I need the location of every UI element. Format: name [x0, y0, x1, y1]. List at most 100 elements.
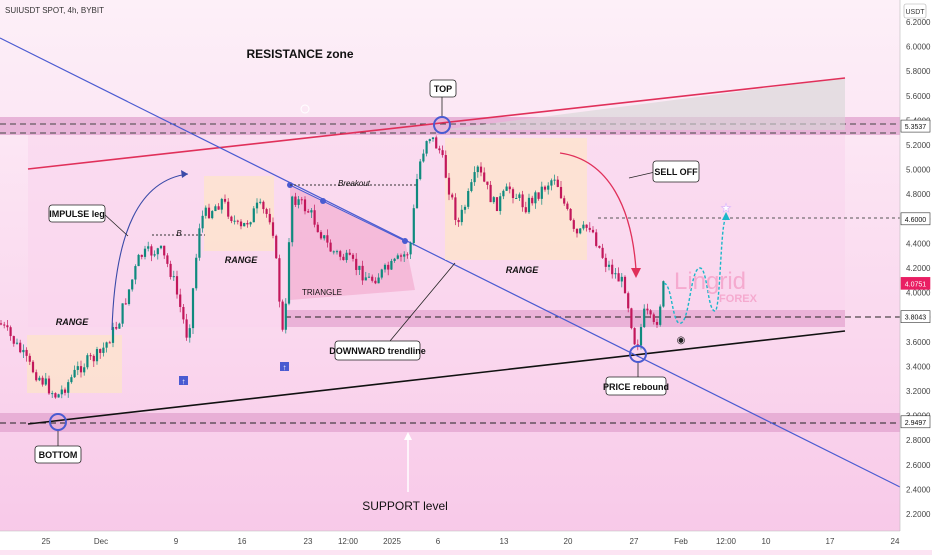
- y-tick-label: 2.4000: [906, 485, 931, 494]
- candle-body: [531, 197, 534, 204]
- candle-body: [188, 328, 191, 338]
- range-box-2: [204, 176, 274, 251]
- candle-body: [67, 382, 70, 393]
- candle-body: [659, 306, 662, 325]
- candle-body: [467, 191, 470, 207]
- candle-body: [307, 211, 310, 213]
- main-range-area: [28, 133, 845, 327]
- y-tick-label: 3.2000: [906, 387, 931, 396]
- candle-body: [182, 306, 185, 320]
- candle-body: [236, 220, 239, 222]
- candle-body: [329, 242, 332, 252]
- trendline-pointer: [389, 262, 456, 342]
- sell-off-callout-box: [652, 160, 700, 183]
- candle-body: [38, 377, 41, 381]
- price-tag: [900, 119, 931, 133]
- candle-body: [521, 194, 524, 208]
- price-axis[interactable]: [900, 0, 932, 550]
- candle-body: [198, 228, 201, 258]
- y-tick-label: 4.0000: [906, 289, 931, 298]
- candle-body: [582, 224, 585, 229]
- triangle-label: TRIANGLE: [302, 288, 342, 297]
- candle-body: [499, 196, 502, 212]
- candle-body: [342, 256, 345, 261]
- candle-body: [127, 289, 131, 304]
- price-tag: [900, 277, 931, 290]
- candle-body: [617, 273, 620, 282]
- candle-body: [89, 355, 92, 357]
- candle-body: [483, 172, 486, 182]
- candle-body: [108, 342, 111, 344]
- projection-arrowhead: [722, 212, 730, 220]
- candle-body: [540, 186, 543, 199]
- candle-body: [601, 247, 604, 258]
- candle-body: [335, 251, 339, 253]
- candle-body: [572, 220, 575, 229]
- candle-body: [249, 222, 252, 225]
- candle-body: [255, 202, 259, 209]
- downward-trendline: [0, 37, 901, 488]
- sell-off-arrow: [559, 152, 637, 271]
- candle-body: [387, 264, 390, 270]
- candle-body: [102, 347, 105, 353]
- candle-body: [524, 207, 527, 213]
- candle-body: [383, 264, 387, 270]
- candle-body: [140, 254, 143, 257]
- y-tick-label: 5.8000: [906, 67, 931, 76]
- y-tick-label: 2.6000: [906, 461, 931, 470]
- candle-body: [265, 209, 268, 214]
- triangle-point-3: [402, 238, 408, 244]
- top-callout-text: TOP: [434, 84, 452, 94]
- candle-body: [438, 148, 441, 151]
- candle-body: [390, 260, 393, 270]
- rebound-callout-box: [605, 376, 667, 396]
- trendline-callout-text: DOWNWARD trendline: [329, 346, 426, 356]
- price-tag-text: 4.6000: [905, 217, 927, 224]
- candle-body: [201, 215, 204, 229]
- candle-body: [281, 301, 284, 330]
- candle-body: [332, 251, 335, 253]
- candle-body: [431, 137, 435, 140]
- candle-body: [195, 257, 198, 289]
- candle-body: [611, 264, 614, 275]
- candle-body: [268, 213, 271, 223]
- candle-body: [323, 235, 326, 239]
- candle-body: [425, 141, 428, 154]
- time-axis[interactable]: [0, 531, 932, 550]
- price-tag-text: 4.0751: [905, 281, 927, 288]
- candle-body: [191, 288, 195, 329]
- candle-body: [54, 393, 57, 398]
- candle-body: [505, 186, 508, 191]
- candle-body: [76, 366, 79, 370]
- candle-body: [147, 246, 150, 249]
- x-tick-label: 23: [304, 537, 313, 546]
- candle-body: [604, 257, 607, 267]
- candle-body: [207, 207, 211, 219]
- candle-body: [495, 197, 499, 212]
- candle-body: [367, 276, 371, 278]
- candle-body: [518, 194, 521, 198]
- candle-body: [361, 265, 364, 281]
- price-tag-text: 2.9497: [905, 420, 927, 427]
- candle-body: [435, 137, 438, 149]
- candle-body: [63, 389, 67, 393]
- candle-body: [492, 197, 495, 203]
- candle-body: [169, 263, 172, 277]
- candle-body: [73, 369, 76, 378]
- candle-body: [105, 342, 108, 348]
- candle-body: [22, 349, 25, 353]
- candle-body: [563, 198, 566, 204]
- candle-body: [86, 355, 89, 368]
- candle-body: [316, 224, 319, 233]
- y-tick-label: 4.4000: [906, 239, 931, 248]
- impulse-arrowhead: [181, 170, 188, 178]
- range-3-label: RANGE: [506, 265, 539, 275]
- candle-body: [131, 279, 134, 290]
- currency-tag[interactable]: [903, 3, 927, 19]
- candle-body: [569, 208, 572, 221]
- candle-body: [399, 255, 403, 257]
- candle-body: [262, 201, 265, 210]
- rising-support-trendline: [27, 330, 846, 425]
